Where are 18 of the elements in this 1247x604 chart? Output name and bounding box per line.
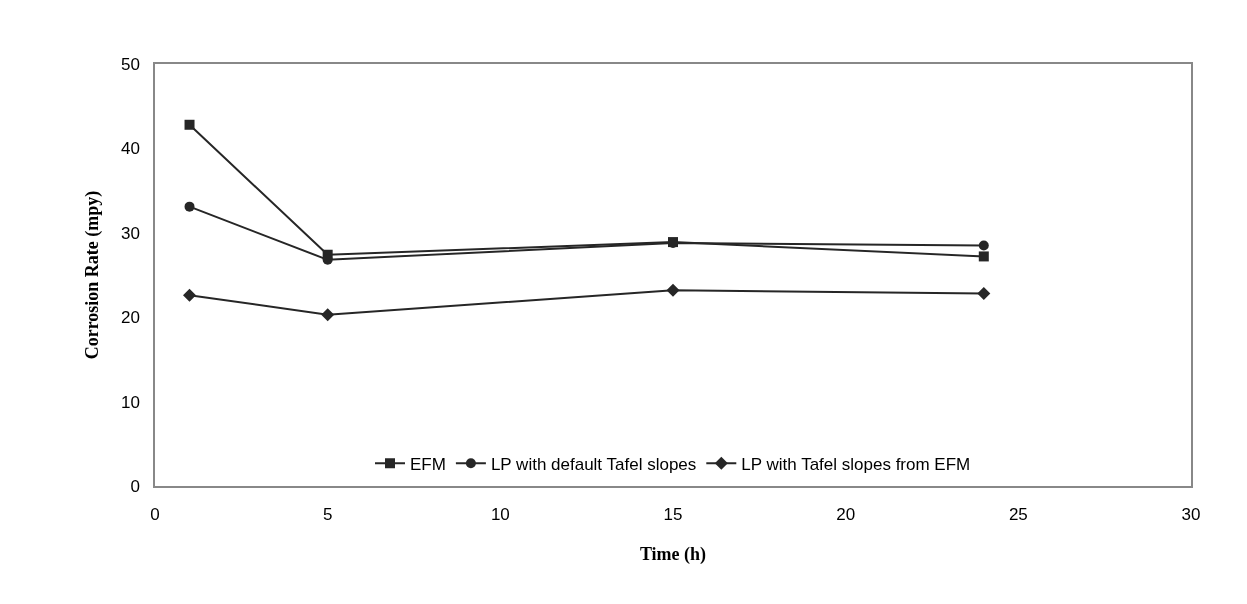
x-tick-label: 15 <box>663 505 683 525</box>
x-tick-label: 10 <box>490 505 510 525</box>
legend-label: LP with default Tafel slopes <box>490 454 697 474</box>
x-axis-title: Time (h) <box>639 543 707 565</box>
y-tick-label: 50 <box>120 54 140 74</box>
x-tick-label: 20 <box>836 505 856 525</box>
x-tick-label: 0 <box>150 505 160 525</box>
x-tick-label: 5 <box>322 505 333 525</box>
x-tick-label: 25 <box>1008 505 1028 525</box>
y-tick-label: 20 <box>120 308 140 328</box>
y-tick-label: 10 <box>120 392 140 412</box>
y-tick-label: 0 <box>130 476 140 496</box>
legend-label: EFM <box>410 454 446 474</box>
legend-label: LP with Tafel slopes from EFM <box>741 454 971 474</box>
y-tick-label: 40 <box>120 139 140 159</box>
y-axis-title: Corrosion Rate (mpy) <box>81 190 103 360</box>
y-tick-label: 30 <box>120 223 140 243</box>
x-tick-label: 30 <box>1181 505 1201 525</box>
